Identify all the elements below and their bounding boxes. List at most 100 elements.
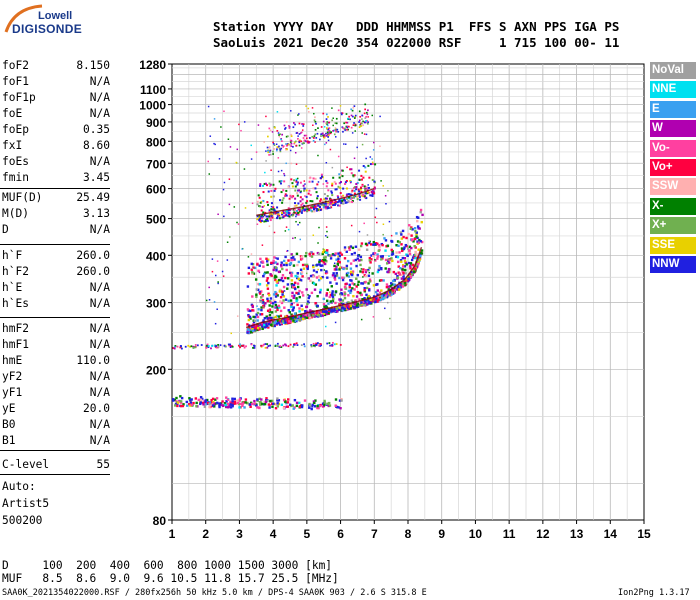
y-tick-label: 1100 <box>140 83 166 97</box>
echo-point <box>356 198 359 201</box>
echo-point <box>368 259 372 262</box>
echo-point <box>260 345 263 348</box>
echo-point <box>292 345 295 348</box>
echo-point <box>256 311 260 315</box>
echo-point <box>413 267 417 270</box>
echo-point <box>294 185 297 188</box>
echo-point <box>402 282 405 285</box>
echo-point <box>263 272 266 276</box>
echo-point <box>174 402 178 406</box>
echo-point <box>285 314 289 318</box>
x-tick-label: 12 <box>536 527 550 541</box>
echo-point <box>376 296 380 299</box>
param-value: 8.60 <box>83 139 110 152</box>
echo-point <box>329 257 333 260</box>
echo-point <box>218 404 221 407</box>
echo-point <box>270 323 273 327</box>
echo-point <box>346 197 349 200</box>
echo-point <box>331 182 334 185</box>
echo-point <box>357 195 360 197</box>
echo-point <box>254 315 257 319</box>
echo-point <box>266 346 269 349</box>
echo-point <box>331 295 335 298</box>
echo-point <box>260 219 263 222</box>
echo-point <box>385 283 389 286</box>
echo-point <box>264 182 267 185</box>
param-value: N/A <box>89 338 110 351</box>
echo-point <box>338 254 341 258</box>
echo-point <box>248 315 252 319</box>
echo-point <box>321 264 324 267</box>
echo-point <box>369 298 372 301</box>
echo-point <box>271 311 274 314</box>
echo-point <box>332 176 335 179</box>
echo-point <box>270 274 273 277</box>
echo-point <box>266 263 269 267</box>
x-tick-label: 9 <box>438 527 445 541</box>
echo-point <box>294 211 297 214</box>
echo-point <box>280 169 283 172</box>
echo-point <box>273 321 276 325</box>
echo-point <box>393 278 396 282</box>
echo-point <box>284 276 287 280</box>
echo-point <box>344 287 347 290</box>
echo-point <box>342 194 345 197</box>
y-tick-label: 800 <box>146 135 166 149</box>
echo-point <box>329 207 331 209</box>
echo-point <box>362 300 365 303</box>
echo-point <box>361 132 363 134</box>
echo-point <box>273 299 276 302</box>
echo-point <box>292 126 295 129</box>
param-row: foF2 8.150 <box>2 58 110 73</box>
echo-point <box>280 191 283 194</box>
echo-point <box>312 187 315 190</box>
echo-point <box>357 280 360 284</box>
echo-point <box>304 309 307 313</box>
echo-point <box>296 317 299 321</box>
echo-point <box>264 171 266 174</box>
echo-point <box>317 181 320 183</box>
echo-point <box>270 301 273 304</box>
echo-point <box>329 291 331 293</box>
echo-point <box>323 399 326 403</box>
echo-point <box>263 402 267 406</box>
echo-point <box>409 263 413 267</box>
echo-point <box>294 189 297 192</box>
echo-point <box>381 255 384 258</box>
echo-point <box>309 309 312 312</box>
echo-point <box>347 246 350 248</box>
echo-point <box>384 307 386 310</box>
echo-point <box>290 273 293 276</box>
echo-point <box>375 297 378 300</box>
echo-point <box>292 283 296 287</box>
footer-d-row: D 100 200 400 600 800 1000 1500 3000 [km… <box>2 559 333 572</box>
echo-point <box>348 305 351 308</box>
echo-point <box>377 243 381 247</box>
echo-point <box>350 224 353 227</box>
y-tick-label: 200 <box>146 363 166 377</box>
echo-point <box>360 242 364 245</box>
echo-point <box>390 240 394 243</box>
echo-point <box>364 274 368 278</box>
echo-point <box>305 195 308 198</box>
echo-point <box>292 208 295 211</box>
echo-point <box>300 207 303 210</box>
echo-point <box>278 215 281 218</box>
echo-point <box>322 261 326 264</box>
echo-point <box>340 288 343 291</box>
echo-point <box>281 290 284 293</box>
echo-point <box>288 197 291 200</box>
echo-point <box>340 198 343 201</box>
echo-point <box>334 202 337 205</box>
echo-point <box>276 130 279 132</box>
echo-point <box>322 183 325 185</box>
logo-lowell-text: Lowell <box>38 10 73 22</box>
echo-point <box>300 190 302 193</box>
echo-point <box>341 278 345 282</box>
echo-point <box>293 179 296 182</box>
param-row: hmE 110.0 <box>2 353 110 368</box>
echo-point <box>253 344 255 347</box>
echo-point <box>307 107 310 110</box>
echo-point <box>270 195 273 198</box>
echo-point <box>414 230 417 233</box>
